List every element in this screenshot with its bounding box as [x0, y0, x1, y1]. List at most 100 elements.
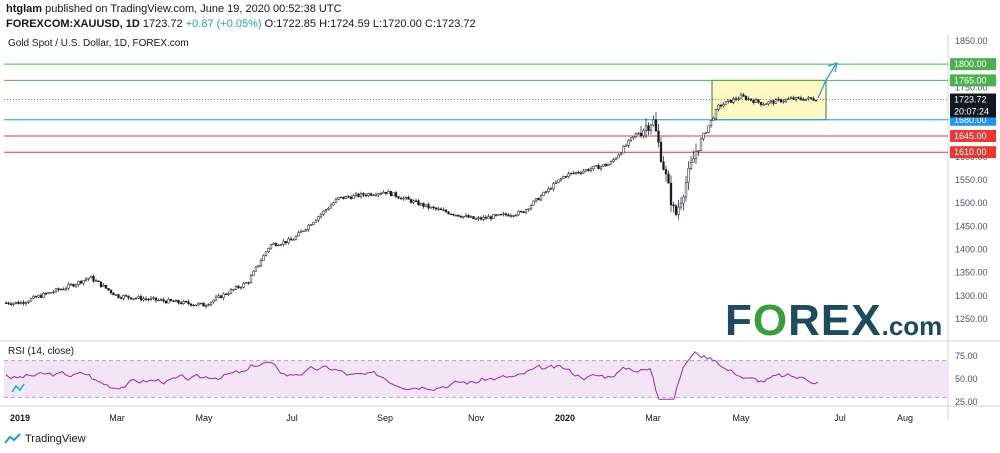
candle-body: [574, 172, 578, 174]
candle-body: [279, 244, 283, 246]
candle-body: [809, 97, 813, 99]
candle-body: [452, 213, 455, 216]
candle-body: [167, 299, 170, 304]
candle-body: [687, 168, 690, 183]
candle-body: [624, 145, 628, 147]
candle-body: [587, 169, 590, 171]
candle-body: [759, 102, 763, 105]
candle-body: [737, 98, 740, 100]
candle-body: [204, 305, 208, 307]
candle-body: [19, 301, 23, 305]
candle-body: [682, 196, 685, 204]
candle-body: [572, 172, 575, 175]
candle-body: [109, 289, 113, 294]
symbol-label[interactable]: FOREXCOM:XAUUSD, 1D: [6, 18, 140, 30]
candle-body: [469, 216, 473, 218]
candle-body: [144, 298, 148, 300]
candle-body: [99, 281, 103, 287]
candle-body: [234, 286, 238, 290]
candle-body: [684, 182, 688, 198]
candle-body: [187, 301, 190, 305]
candle-body: [4, 302, 8, 304]
time-tick-label: May: [195, 413, 213, 423]
candle-body: [604, 164, 608, 166]
candle-body: [304, 229, 308, 232]
candle-body: [22, 301, 25, 304]
candle-body: [119, 297, 123, 299]
candle-body: [457, 214, 460, 217]
candle-body: [517, 211, 520, 216]
candle-body: [252, 270, 255, 277]
time-tick-label: 2020: [555, 413, 575, 423]
candle-body: [594, 165, 598, 167]
projection-arrowhead: [827, 62, 838, 73]
candle-body: [619, 152, 623, 156]
candle-body: [7, 302, 10, 305]
candle-body: [509, 215, 513, 217]
logo-part: F: [725, 296, 753, 345]
candle-body: [292, 239, 295, 241]
candle-body: [722, 104, 725, 107]
price-tick-label: 1450.00: [955, 221, 988, 231]
author-name[interactable]: htglam: [6, 3, 43, 15]
candle-body: [482, 216, 485, 220]
candle-body: [302, 230, 305, 232]
candle-body: [62, 288, 65, 291]
candle-body: [564, 176, 568, 178]
candle-body: [47, 292, 50, 294]
candle-body: [527, 208, 530, 210]
price-pane: [4, 34, 948, 336]
rsi-label[interactable]: RSI (14, close): [8, 346, 75, 357]
candle-body: [197, 303, 200, 306]
candle-body: [32, 295, 35, 299]
candle-body: [269, 244, 273, 249]
candle-body: [494, 214, 498, 216]
candle-body: [677, 206, 680, 215]
candle-body: [44, 292, 48, 295]
candle-body: [24, 302, 28, 304]
candle-body: [579, 172, 583, 174]
candle-body: [89, 276, 93, 279]
footer[interactable]: TradingView: [4, 433, 86, 445]
candle-body: [577, 172, 580, 174]
rsi-line: [5, 351, 819, 400]
candle-body: [174, 299, 178, 303]
candle-body: [57, 288, 60, 291]
candle-body: [742, 94, 745, 97]
candle-body: [419, 203, 423, 206]
candle-body: [352, 195, 355, 199]
candle-body: [294, 235, 298, 240]
candle-body: [412, 200, 415, 203]
candle-body: [532, 200, 535, 206]
candle-body: [774, 99, 778, 104]
candle-body: [224, 293, 228, 295]
candle-body: [689, 162, 693, 169]
candle-body: [634, 133, 638, 137]
candle-body: [662, 161, 665, 170]
candle-body: [27, 300, 30, 303]
candle-body: [29, 298, 33, 302]
candle-body: [499, 213, 503, 216]
candle-body: [114, 294, 118, 296]
candle-body: [97, 280, 100, 283]
candle-body: [142, 298, 145, 301]
candle-body: [392, 192, 395, 197]
candle-body: [244, 282, 248, 284]
candle-body: [82, 280, 85, 284]
candle-body: [209, 301, 213, 305]
level-label: 1645.00: [954, 131, 987, 141]
candle-body: [127, 295, 130, 298]
candle-body: [267, 247, 270, 253]
candle-body: [617, 154, 620, 159]
candle-body: [214, 296, 218, 301]
candle-body: [139, 296, 143, 301]
candle-body: [454, 214, 458, 217]
candle-body: [394, 192, 398, 197]
logo-o: O: [752, 296, 789, 345]
candle-body: [179, 302, 183, 305]
candle-body: [52, 291, 55, 293]
candle-body: [192, 304, 195, 307]
candle-body: [297, 232, 300, 237]
symbol-line: FOREXCOM:XAUUSD, 1D 1723.72 +0.87 (+0.05…: [6, 18, 476, 30]
